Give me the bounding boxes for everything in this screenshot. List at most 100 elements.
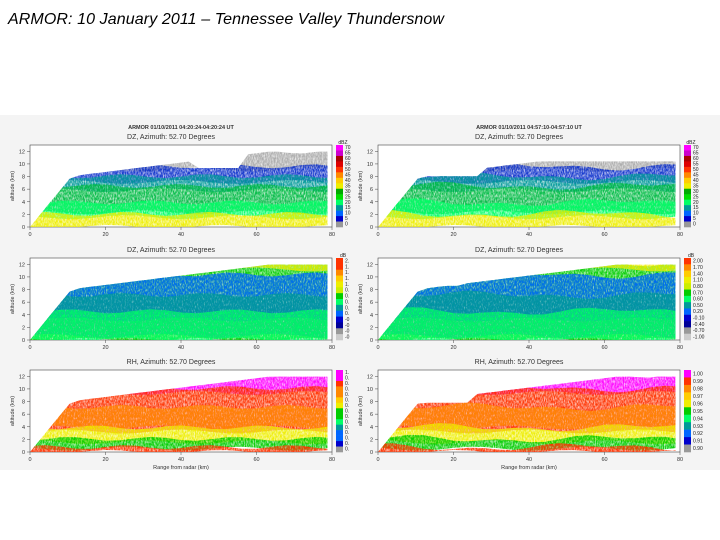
colorbar-label: 20 <box>693 200 699 206</box>
colorbar-swatch <box>336 210 343 217</box>
panel-title: DZ, Azimuth: 52.70 Degrees <box>475 247 563 254</box>
colorbar-label: -0 <box>345 329 350 335</box>
x-tick-label: 20 <box>450 457 456 463</box>
colorbar-label: 2.00 <box>693 259 703 265</box>
panel-r1-c2: ARMOR 01/10/2011 04:57:10-04:57:10 UT DZ,… <box>358 125 699 238</box>
colorbar-label: 0. <box>345 392 349 398</box>
panel-r2-c2: DZ, Azimuth: 52.70 Degrees 0 2 4 6 8 10 12 altit… <box>358 247 705 351</box>
colorbar-swatch <box>684 150 691 157</box>
colorbar-swatch <box>684 327 691 334</box>
colorbar-swatch <box>336 402 343 409</box>
colorbar-label: 0 <box>345 222 348 228</box>
colorbar-label: 0.70 <box>693 290 703 296</box>
colorbar-label: 0. <box>345 381 349 387</box>
colorbar-swatch <box>336 199 343 206</box>
colorbar-label: 0.96 <box>693 401 703 407</box>
colorbar-swatch <box>684 199 691 206</box>
colorbar-units: dB <box>688 253 695 259</box>
colorbar-label: 1. <box>345 270 349 276</box>
colorbar-label: 0. <box>345 447 349 453</box>
colorbar-swatch <box>684 377 691 386</box>
x-tick-label: 80 <box>329 232 335 238</box>
colorbar-swatch <box>684 270 691 278</box>
colorbar-swatch <box>336 391 343 398</box>
y-tick-label: 10 <box>19 275 25 281</box>
colorbar-label: 0.91 <box>693 439 703 445</box>
y-tick-label: 0 <box>22 450 25 456</box>
y-axis-label: altitude (km) <box>10 284 16 314</box>
x-tick-label: 60 <box>601 457 607 463</box>
colorbar-swatch <box>684 314 691 322</box>
colorbar-swatch <box>336 316 343 323</box>
y-tick-label: 4 <box>22 425 25 431</box>
x-tick-label: 0 <box>376 457 379 463</box>
y-axis-label: altitude (km) <box>10 171 16 201</box>
colorbar-swatch <box>684 166 691 173</box>
y-tick-label: 12 <box>19 149 25 155</box>
x-tick-label: 20 <box>102 345 108 351</box>
colorbar-label: 55 <box>345 162 351 168</box>
echo-layer <box>378 209 676 227</box>
colorbar-swatch <box>684 308 691 316</box>
colorbar-label: 0.92 <box>693 431 703 437</box>
panel-title: DZ, Azimuth: 52.70 Degrees <box>127 247 215 254</box>
y-tick-label: 0 <box>370 338 373 344</box>
colorbar-swatch <box>336 299 343 306</box>
panel-r1-c1: ARMOR 01/10/2011 04:20:24-04:20:24 UT DZ,… <box>10 125 351 238</box>
x-tick-label: 60 <box>253 345 259 351</box>
y-tick-label: 10 <box>367 162 373 168</box>
colorbar-label: 0.90 <box>693 446 703 452</box>
y-tick-label: 8 <box>370 288 373 294</box>
echo-layer <box>378 443 676 452</box>
colorbar-label: 25 <box>693 194 699 200</box>
y-tick-label: 10 <box>19 162 25 168</box>
y-tick-label: 6 <box>370 300 373 306</box>
x-tick-label: 40 <box>178 457 184 463</box>
colorbar-swatch <box>336 275 343 282</box>
colorbar-label: -0 <box>345 317 350 323</box>
colorbar-label: 10 <box>345 211 351 217</box>
colorbar-swatch <box>684 422 691 430</box>
y-tick-label: 8 <box>370 175 373 181</box>
y-tick-label: 6 <box>22 412 25 418</box>
colorbar-label: 0.20 <box>693 309 703 315</box>
colorbar-label: 25 <box>345 194 351 200</box>
x-tick-label: 60 <box>601 232 607 238</box>
y-tick-label: 12 <box>19 262 25 268</box>
echo-layer <box>30 309 328 340</box>
echo-layer <box>378 402 676 430</box>
x-tick-label: 20 <box>450 345 456 351</box>
colorbar-label: 5 <box>693 216 696 222</box>
colorbar-swatch <box>336 397 343 404</box>
x-tick-label: 80 <box>677 232 683 238</box>
radar-echo <box>30 264 328 340</box>
x-tick-label: 60 <box>253 457 259 463</box>
colorbar-label: -0.70 <box>693 328 705 334</box>
colorbar-label: 15 <box>693 205 699 211</box>
y-tick-label: 12 <box>19 374 25 380</box>
colorbar-swatch <box>684 276 691 284</box>
colorbar-label: 0.94 <box>693 416 703 422</box>
panel-header: ARMOR 01/10/2011 04:57:10-04:57:10 UT <box>476 125 582 131</box>
colorbar-swatch <box>684 194 691 200</box>
y-tick-label: 6 <box>370 412 373 418</box>
colorbar-label: 30 <box>693 189 699 195</box>
x-tick-label: 0 <box>28 457 31 463</box>
colorbar-swatch <box>336 269 343 276</box>
colorbar-label: 0.97 <box>693 394 703 400</box>
y-tick-label: 2 <box>370 212 373 218</box>
colorbar-swatch <box>684 444 691 453</box>
colorbar-label: 1. <box>345 264 349 270</box>
y-tick-label: 2 <box>22 325 25 331</box>
colorbar-label: 70 <box>693 145 699 151</box>
x-tick-label: 80 <box>329 457 335 463</box>
colorbar-label: 1. <box>345 370 349 376</box>
colorbar-swatch <box>336 386 343 393</box>
colorbar-swatch <box>684 295 691 303</box>
colorbar-label: 20 <box>345 200 351 206</box>
colorbar-label: 0. <box>345 419 349 425</box>
y-tick-label: 4 <box>370 200 373 206</box>
y-tick-label: 2 <box>22 437 25 443</box>
colorbar-label: 0. <box>345 299 349 305</box>
colorbar-label: 5 <box>345 216 348 222</box>
